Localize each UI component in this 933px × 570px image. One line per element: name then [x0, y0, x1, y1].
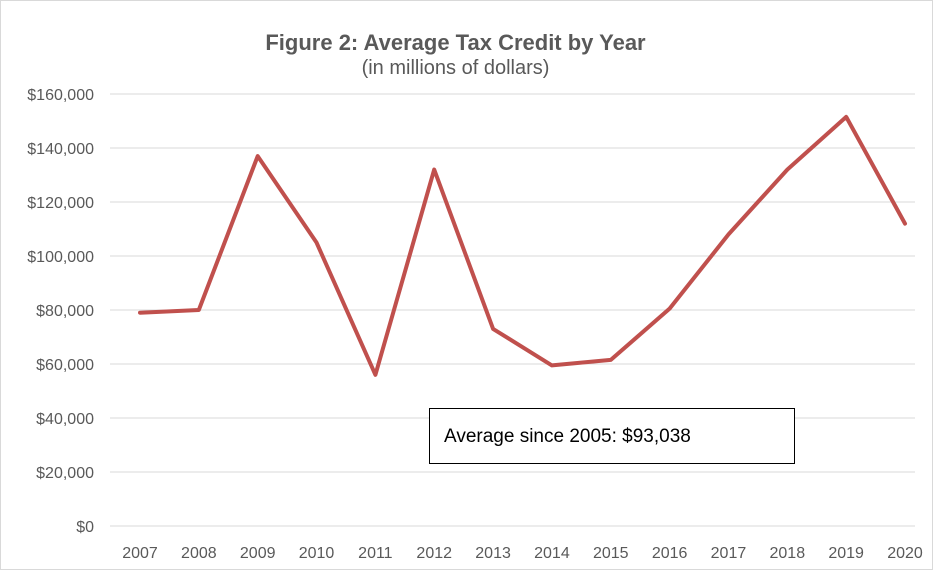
y-tick-label: $20,000 [36, 465, 94, 482]
y-tick-label: $100,000 [27, 249, 94, 266]
x-tick-label: 2018 [770, 545, 806, 562]
annotation-box: Average since 2005: $93,038 [429, 408, 795, 464]
y-tick-label: $0 [76, 519, 94, 536]
x-tick-label: 2020 [887, 545, 923, 562]
y-tick-label: $40,000 [36, 411, 94, 428]
y-tick-label: $140,000 [27, 141, 94, 158]
x-tick-label: 2008 [181, 545, 217, 562]
x-tick-label: 2010 [299, 545, 335, 562]
y-tick-label: $120,000 [27, 195, 94, 212]
y-tick-label: $160,000 [27, 87, 94, 104]
x-tick-label: 2007 [122, 545, 158, 562]
series-line [138, 114, 907, 377]
x-tick-label: 2019 [828, 545, 864, 562]
y-axis-labels: $0 $20,000 $40,000 $60,000 $80,000 $100,000 $1… [27, 87, 94, 536]
x-tick-label: 2012 [416, 545, 452, 562]
x-tick-label: 2009 [240, 545, 276, 562]
x-tick-label: 2013 [475, 545, 511, 562]
x-tick-label: 2015 [593, 545, 629, 562]
x-tick-label: 2017 [711, 545, 747, 562]
x-axis-labels: 2007 2008 2009 2010 2011 2012 2013 2014 2015 2016… [122, 545, 923, 562]
y-tick-label: $80,000 [36, 303, 94, 320]
chart-title: Figure 2: Average Tax Credit by Year [265, 30, 646, 55]
annotation-text: Average since 2005: $93,038 [444, 426, 691, 447]
x-tick-label: 2011 [358, 545, 393, 562]
y-tick-label: $60,000 [36, 357, 94, 374]
x-tick-label: 2016 [652, 545, 688, 562]
x-tick-label: 2014 [534, 545, 570, 562]
series-lines [138, 114, 907, 377]
chart-subtitle: (in millions of dollars) [361, 57, 550, 79]
gridlines [110, 93, 915, 527]
